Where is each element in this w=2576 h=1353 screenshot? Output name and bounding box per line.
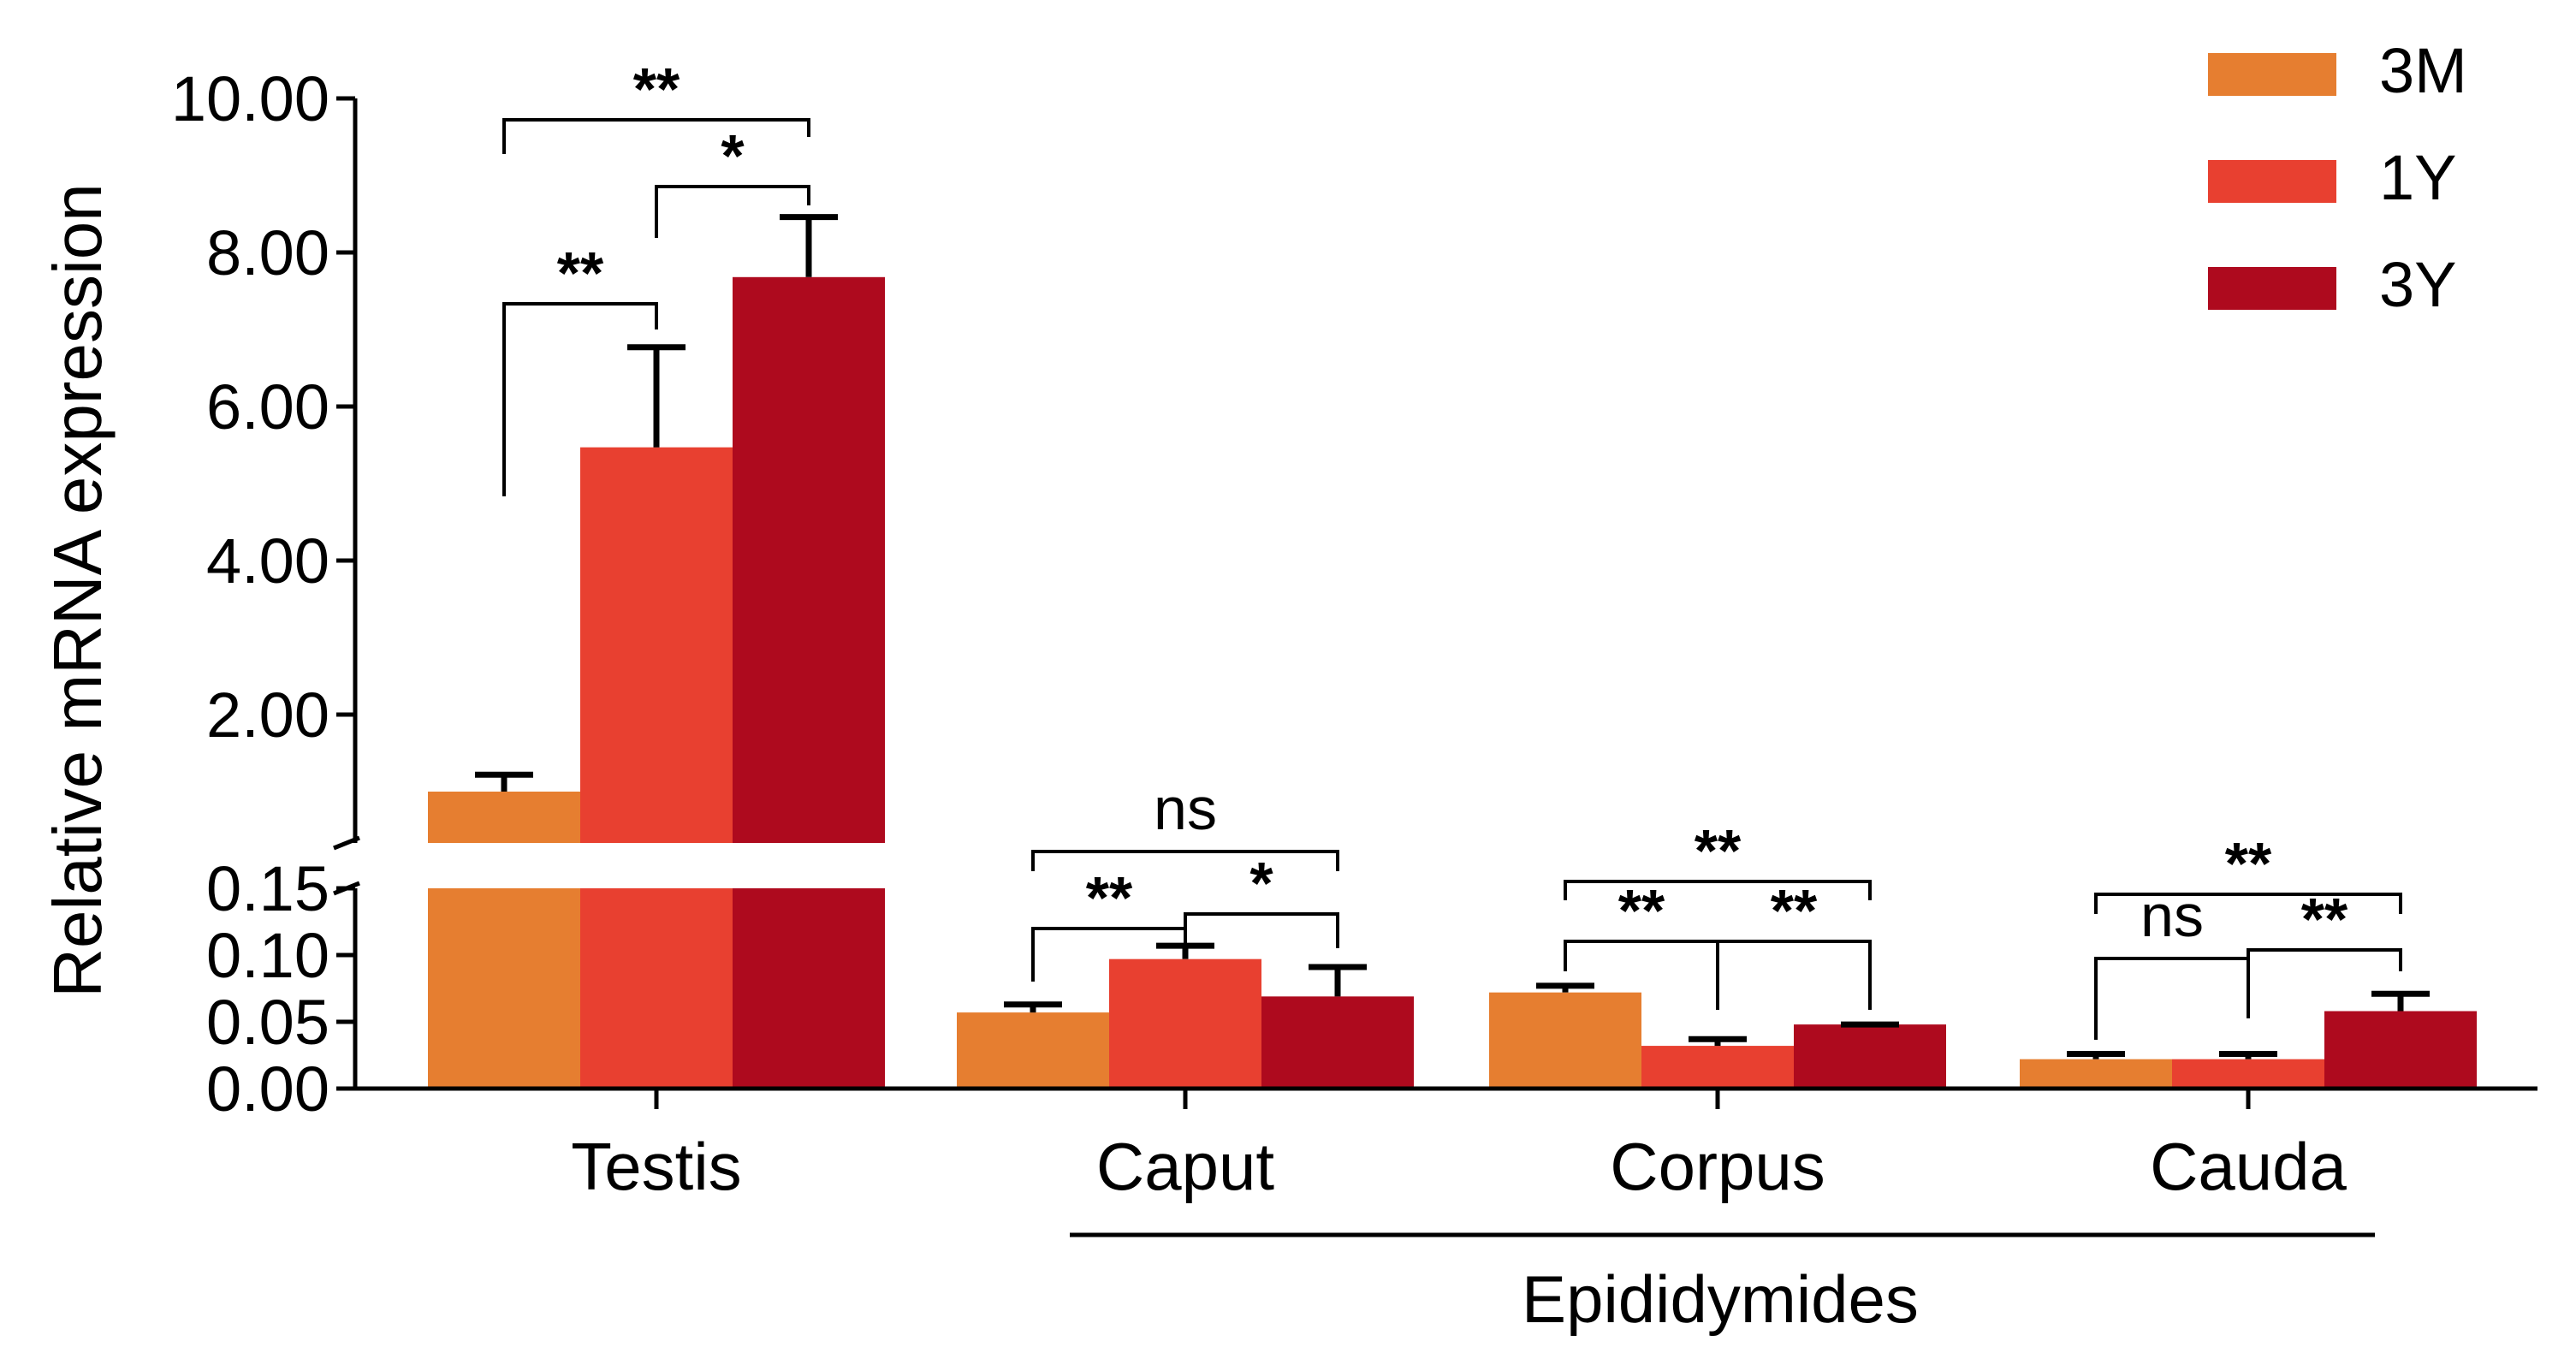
sig-label: ** bbox=[1771, 877, 1818, 944]
sig-bracket bbox=[502, 302, 658, 496]
x-tick-label-cauda: Cauda bbox=[2150, 1129, 2347, 1204]
x-tick-label-testis: Testis bbox=[571, 1129, 741, 1204]
error-bar bbox=[1536, 982, 1594, 993]
error-bar bbox=[475, 771, 533, 792]
y-tick-label: 0.00 bbox=[206, 1053, 329, 1125]
sig-bracket bbox=[1716, 940, 1872, 1010]
error-bar bbox=[1004, 1001, 1062, 1013]
sig-label: ** bbox=[633, 56, 680, 122]
bar-cauda-1y bbox=[2172, 1059, 2324, 1089]
error-bar bbox=[1309, 964, 1367, 997]
y-tick-label: 2.00 bbox=[206, 679, 329, 751]
sig-label: ns bbox=[1154, 775, 1217, 842]
sig-label: ns bbox=[2140, 882, 2204, 949]
x-tick-label-caput: Caput bbox=[1096, 1129, 1274, 1204]
sig-bracket bbox=[1031, 850, 1339, 871]
sig-label: * bbox=[721, 122, 745, 189]
sig-bracket bbox=[2094, 957, 2250, 1040]
y-tick-label: 0.15 bbox=[206, 853, 329, 924]
x-tick-label-corpus: Corpus bbox=[1610, 1129, 1825, 1204]
sig-bracket bbox=[655, 185, 810, 238]
y-tick-label: 0.10 bbox=[206, 920, 329, 991]
legend-label-3y: 3Y bbox=[2379, 249, 2457, 320]
sig-label: ** bbox=[1618, 877, 1665, 944]
legend-swatch-3m bbox=[2208, 53, 2336, 96]
error-bar bbox=[2067, 1050, 2125, 1059]
sig-label: ** bbox=[557, 240, 604, 306]
sig-label: ** bbox=[2225, 830, 2272, 897]
bar-testis-3y-upper bbox=[733, 276, 885, 843]
bar-testis-1y-upper bbox=[580, 447, 733, 843]
axis-break-mark bbox=[333, 835, 360, 851]
error-bar bbox=[2219, 1050, 2277, 1059]
error-bar bbox=[780, 214, 838, 277]
sig-label: ** bbox=[2301, 886, 2348, 952]
sig-label: * bbox=[1249, 850, 1273, 917]
y-tick-label: 10.00 bbox=[171, 63, 329, 134]
error-bar bbox=[627, 344, 686, 448]
y-tick-label: 4.00 bbox=[206, 525, 329, 596]
bar-cauda-3m bbox=[2020, 1059, 2172, 1089]
legend-label-3m: 3M bbox=[2379, 35, 2467, 106]
sig-label: ** bbox=[1086, 864, 1133, 931]
sig-bracket bbox=[2247, 948, 2402, 988]
sig-label: ** bbox=[1695, 817, 1742, 884]
bar-corpus-3y bbox=[1794, 1024, 1946, 1089]
y-axis-label: Relative mRNA expression bbox=[39, 183, 116, 997]
sig-bracket bbox=[1184, 912, 1339, 948]
bar-caput-3m bbox=[957, 1012, 1109, 1089]
error-bar bbox=[2371, 990, 2430, 1012]
sig-bracket bbox=[502, 118, 810, 154]
bar-cauda-3y bbox=[2324, 1011, 2477, 1089]
error-bar bbox=[1689, 1036, 1747, 1047]
bar-testis-1y-lower bbox=[580, 888, 733, 1089]
sig-bracket bbox=[2094, 893, 2402, 914]
bar-corpus-1y bbox=[1641, 1046, 1794, 1089]
bar-testis-3m-upper bbox=[428, 792, 580, 843]
y-tick-label: 6.00 bbox=[206, 371, 329, 442]
legend-swatch-1y bbox=[2208, 160, 2336, 203]
group-label: Epididymides bbox=[1522, 1261, 1919, 1337]
bar-testis-3m-lower bbox=[428, 888, 580, 1089]
y-tick-label: 8.00 bbox=[206, 217, 329, 288]
legend-swatch-3y bbox=[2208, 267, 2336, 310]
y-tick-label: 0.05 bbox=[206, 987, 329, 1058]
sig-bracket bbox=[1564, 880, 1872, 900]
legend-label-1y: 1Y bbox=[2379, 142, 2457, 213]
bar-testis-3y-lower bbox=[733, 888, 885, 1089]
bar-caput-1y bbox=[1109, 958, 1261, 1089]
bar-caput-3y bbox=[1261, 996, 1414, 1089]
bar-corpus-3m bbox=[1489, 992, 1641, 1089]
